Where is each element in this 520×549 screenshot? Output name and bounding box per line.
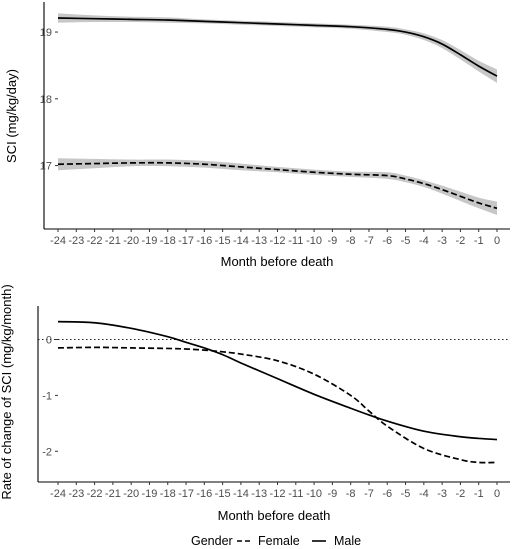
top-x-tick-label: -5: [401, 235, 411, 247]
bottom-x-tick-label: -2: [456, 488, 466, 500]
top-x-tick-label: -1: [474, 235, 484, 247]
top-x-tick-label: -9: [327, 235, 337, 247]
top-y-tick-label: 19: [40, 27, 52, 39]
top-x-tick-label: -4: [419, 235, 429, 247]
top-band-solid: [58, 13, 497, 83]
top-y-tick-label: 18: [40, 94, 52, 106]
top-x-tick-label: -14: [233, 235, 249, 247]
bottom-x-tick-label: -18: [160, 488, 176, 500]
bottom-y-tick-label: -1: [42, 390, 52, 402]
bottom-x-tick-label: -12: [270, 488, 286, 500]
legend-label-male: Male: [334, 534, 361, 548]
bottom-x-tick-label: -8: [346, 488, 356, 500]
bottom-x-tick-label: -17: [178, 488, 194, 500]
bottom-panel: -2-10 -24 -23 -22 -21 -20 -19 -18 -17 -16 -15 -14-…: [0, 284, 510, 523]
top-x-tick-label: -23: [68, 235, 84, 247]
top-x-tick-label: -21: [105, 235, 121, 247]
top-x-axis-title: Month before death: [221, 254, 334, 269]
bottom-x-ticks: -24 -23 -22 -21 -20 -19 -18 -17 -16 -15 -14 -13 -12-…: [50, 482, 500, 500]
bottom-x-tick-label: -14: [233, 488, 249, 500]
top-x-tick-label: -17: [178, 235, 194, 247]
top-y-tick-label: 17: [40, 161, 52, 173]
top-y-ticks: 17 18 19: [40, 27, 58, 173]
bottom-x-tick-label: 0: [494, 488, 500, 500]
legend-title: Gender: [191, 534, 233, 548]
legend: Gender Female Male: [191, 534, 361, 548]
bottom-x-tick-label: -21: [105, 488, 121, 500]
top-line-dashed: [57, 161, 498, 210]
bottom-x-tick-label: -7: [364, 488, 374, 500]
top-x-tick-label: 0: [494, 235, 500, 247]
bottom-series-lines: [57, 320, 498, 464]
bottom-x-tick-label: -5: [401, 488, 411, 500]
top-x-tick-label: -13: [251, 235, 267, 247]
top-x-tick-label: -10: [306, 235, 322, 247]
bottom-x-axis-title: Month before death: [218, 508, 331, 523]
top-confidence-bands: [58, 13, 497, 215]
top-x-tick-label: -11: [288, 235, 303, 247]
bottom-x-tick-label: -4: [419, 488, 429, 500]
top-x-tick-label: -2: [456, 235, 466, 247]
bottom-x-tick-label: -16: [196, 488, 212, 500]
bottom-x-tick-label: -11: [288, 488, 303, 500]
top-line-solid: [57, 17, 498, 77]
bottom-x-tick-label: -6: [382, 488, 392, 500]
top-x-tick-label: -6: [382, 235, 392, 247]
legend-label-female: Female: [258, 534, 300, 548]
top-x-tick-label: -3: [437, 235, 447, 247]
bottom-x-tick-label: -1: [474, 488, 484, 500]
bottom-line-female: [57, 346, 498, 464]
top-x-tick-label: -16: [196, 235, 212, 247]
top-band-dashed: [58, 158, 497, 215]
bottom-x-tick-label: -19: [142, 488, 158, 500]
top-x-ticks: -24 -23 -22 -21 -20 -19 -18 -17 -16 -15 -14 -13 -12-…: [50, 229, 500, 247]
bottom-y-tick-label: -2: [42, 446, 52, 458]
bottom-x-tick-label: -15: [215, 488, 231, 500]
bottom-line-male: [57, 320, 498, 441]
bottom-y-tick-label: 0: [46, 335, 52, 347]
top-x-tick-label: -15: [215, 235, 231, 247]
bottom-y-ticks: -2 -1 0: [42, 335, 58, 458]
bottom-x-tick-label: -23: [68, 488, 84, 500]
top-x-tick-label: -20: [123, 235, 139, 247]
top-x-tick-label: -12: [270, 235, 286, 247]
bottom-x-tick-label: -9: [327, 488, 337, 500]
top-x-tick-label: -7: [364, 235, 374, 247]
bottom-x-tick-label: -22: [87, 488, 103, 500]
top-series-lines: [57, 17, 498, 210]
top-x-tick-label: -18: [160, 235, 176, 247]
bottom-x-tick-label: -10: [306, 488, 322, 500]
bottom-x-tick-label: -3: [437, 488, 447, 500]
bottom-y-axis-title: Rate of change of SCI (mg/kg/month): [0, 284, 14, 499]
top-x-tick-label: -8: [346, 235, 356, 247]
bottom-x-tick-label: -20: [123, 488, 139, 500]
top-x-tick-label: -24: [50, 235, 66, 247]
top-y-axis-title: SCI (mg/kg/day): [4, 69, 19, 163]
bottom-x-tick-label: -24: [50, 488, 66, 500]
top-x-tick-label: -22: [87, 235, 103, 247]
bottom-x-tick-label: -13: [251, 488, 267, 500]
top-x-tick-label: -19: [142, 235, 158, 247]
